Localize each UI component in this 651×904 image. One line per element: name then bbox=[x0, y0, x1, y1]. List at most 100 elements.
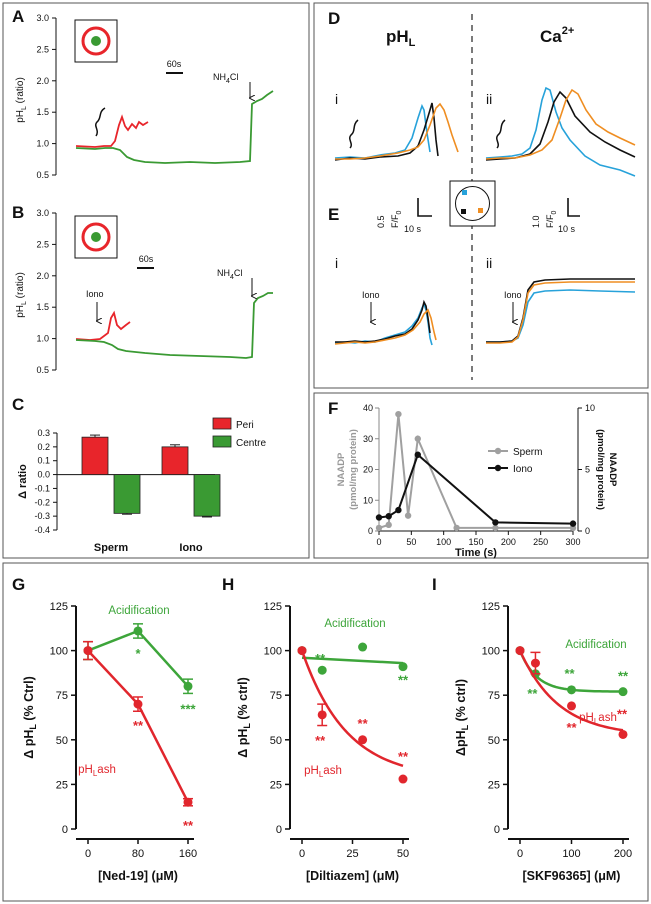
panel-letter-d: D bbox=[328, 9, 340, 28]
panel-a-ylabel: pHL (ratio) bbox=[15, 77, 28, 123]
b-ytick-4: 1.0 bbox=[36, 334, 49, 344]
dr-label-phlash: pHLash bbox=[78, 764, 116, 778]
dr-ytick-label: 0 bbox=[62, 824, 68, 836]
c-ytick-label: -0.4 bbox=[34, 525, 50, 535]
dr-ytick-label: 25 bbox=[488, 779, 500, 791]
dr-significance: ** bbox=[398, 673, 409, 688]
dr-point-0 bbox=[398, 662, 408, 672]
dr-point-0 bbox=[618, 687, 628, 697]
c-ytick-label: -0.2 bbox=[34, 497, 50, 507]
panel-b: B 3.0 2.5 2.0 1.5 1.0 0.5 pHL (ratio) 60… bbox=[12, 203, 273, 375]
f-xtick-label: 0 bbox=[376, 537, 381, 547]
f-ylabel-right-1: NAADP bbox=[607, 453, 618, 487]
f-ytick-left-label: 10 bbox=[363, 495, 373, 505]
dr-xlabel: [Ned-19] (μM) bbox=[98, 869, 178, 883]
d-i-sperm-icon bbox=[348, 119, 359, 149]
dr-xtick-label: 0 bbox=[85, 848, 91, 860]
chart-h: 0 25 50 75 100 125 0 25 50 [Diltiazem] (μM) Δ pHL … bbox=[236, 601, 409, 883]
sperm-target-icon bbox=[74, 19, 118, 63]
c-ytick-label: 0.1 bbox=[37, 456, 50, 466]
dr-xtick-label: 100 bbox=[562, 848, 580, 860]
dr-ytick-label: 100 bbox=[482, 646, 500, 658]
panel-b-yticks: 3.0 2.5 2.0 1.5 1.0 0.5 bbox=[36, 208, 56, 375]
e-i-iono-label: Iono bbox=[362, 290, 380, 300]
c-legend-label: Centre bbox=[236, 438, 266, 449]
dr-xtick-label: 0 bbox=[517, 848, 523, 860]
b-nh4cl-label: NH4Cl bbox=[217, 268, 242, 281]
c-legend-label: Peri bbox=[236, 420, 254, 431]
dr-ylabel: ΔpHL (% ctrl) bbox=[454, 679, 470, 756]
c-bar-centre bbox=[193, 474, 221, 517]
dr-point-1 bbox=[358, 735, 368, 745]
d-i-orange-trace bbox=[335, 102, 459, 160]
a-ytick-0: 3.0 bbox=[36, 13, 49, 23]
f-ytick-left-label: 30 bbox=[363, 434, 373, 444]
dr-xtick-label: 0 bbox=[299, 848, 305, 860]
dr-ytick-label: 100 bbox=[50, 646, 68, 658]
dr-xlabel: [Diltiazem] (μM) bbox=[306, 869, 399, 883]
d-left-scalebar bbox=[417, 198, 432, 217]
dr-xtick-label: 50 bbox=[397, 848, 409, 860]
c-bar-centre bbox=[113, 474, 141, 514]
f-point-sperm bbox=[492, 524, 499, 532]
c-legend-swatch bbox=[212, 435, 232, 448]
f-ytick-right-label: 0 bbox=[585, 526, 590, 536]
panel-c: C 0.3 0.2 0.1 0.0 -0.1 -0.2 -0.3 -0.4 Δ ratio Spe… bbox=[12, 395, 266, 554]
dr-xtick-label: 160 bbox=[179, 848, 197, 860]
dr-point-1 bbox=[618, 729, 628, 739]
f-point-iono bbox=[385, 513, 392, 520]
dr-significance: ** bbox=[398, 749, 409, 764]
f-ytick-left-label: 0 bbox=[368, 526, 373, 536]
b-iono-label: Iono bbox=[86, 289, 104, 299]
f-xtick-label: 250 bbox=[533, 537, 548, 547]
dr-significance: ** bbox=[183, 818, 194, 833]
dr-significance: ** bbox=[618, 669, 629, 684]
panel-h: H 0 25 50 75 100 125 0 25 50 [Diltiazem] (μM) Δ pH… bbox=[222, 575, 409, 883]
panel-letter-a: A bbox=[12, 7, 24, 26]
dr-xtick-label: 80 bbox=[132, 848, 144, 860]
dr-point-1 bbox=[515, 646, 525, 656]
f-xlabel: Time (s) bbox=[455, 547, 497, 559]
a-centre-trace bbox=[75, 90, 274, 164]
f-xtick-label: 100 bbox=[436, 537, 451, 547]
d-sub-ii: ii bbox=[486, 91, 492, 107]
dr-significance: *** bbox=[180, 701, 196, 716]
dr-ytick-label: 0 bbox=[276, 824, 282, 836]
dr-ylabel: Δ pHL (% ctrl) bbox=[236, 677, 252, 757]
d-right-scale-val: 1.0 bbox=[531, 215, 541, 228]
f-xtick-label: 300 bbox=[565, 537, 580, 547]
dr-ytick-label: 75 bbox=[270, 690, 282, 702]
f-point-sperm bbox=[375, 524, 383, 532]
f-legend-label: Iono bbox=[513, 464, 533, 475]
dr-point-1 bbox=[317, 710, 327, 720]
dr-significance: ** bbox=[617, 706, 628, 721]
f-line-sperm bbox=[378, 414, 573, 529]
dr-point-1 bbox=[530, 658, 540, 668]
b-peri-trace bbox=[75, 310, 131, 341]
a-ytick-3: 1.5 bbox=[36, 107, 49, 117]
panel-g: G 0 25 50 75 100 125 0 80 160[Ned-19] (μM) Δ pHL … bbox=[12, 575, 197, 883]
dr-significance: ** bbox=[564, 666, 575, 681]
dr-ytick-label: 50 bbox=[488, 735, 500, 747]
b-scalebar-label: 60s bbox=[139, 254, 154, 264]
dr-fit-curve-1 bbox=[300, 650, 404, 768]
dr-significance: * bbox=[135, 646, 141, 661]
dr-ytick-label: 25 bbox=[56, 779, 68, 791]
e-ii-iono-label: Iono bbox=[504, 290, 522, 300]
dr-fit-curve-1 bbox=[518, 650, 624, 732]
c-ytick-label: -0.3 bbox=[34, 511, 50, 521]
a-scalebar-label: 60s bbox=[167, 59, 182, 69]
chart-c: 0.3 0.2 0.1 0.0 -0.1 -0.2 -0.3 -0.4 Δ ratio Sperm… bbox=[17, 417, 266, 554]
d-right-scale-unit: F/F0 bbox=[545, 211, 558, 229]
b-ytick-5: 0.5 bbox=[36, 365, 49, 375]
f-ytick-left-label: 20 bbox=[363, 465, 373, 475]
f-xtick-label: 200 bbox=[501, 537, 516, 547]
d-col2-title: Ca2+ bbox=[540, 25, 574, 46]
c-ytick-label: -0.1 bbox=[34, 483, 50, 493]
e-sub-ii: ii bbox=[486, 255, 492, 271]
panel-letter-b: B bbox=[12, 203, 24, 222]
d-sub-i: i bbox=[335, 91, 338, 107]
c-bar-peri bbox=[81, 436, 109, 475]
d-ii-orange-trace bbox=[485, 88, 636, 160]
